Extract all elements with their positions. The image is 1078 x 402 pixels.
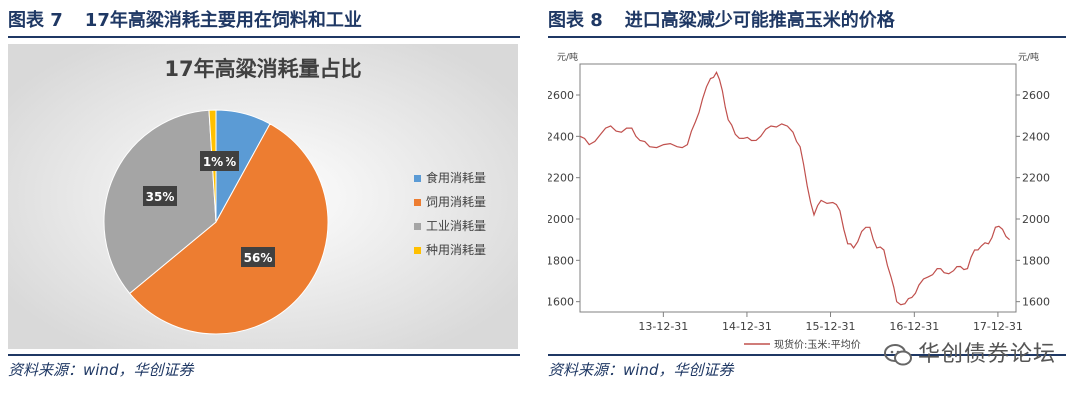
pie-legend-label: 种用消耗量 <box>426 243 486 257</box>
right-axis-unit: 元/吨 <box>1018 51 1039 63</box>
left-figure-label: 图表 7 <box>8 10 63 31</box>
line-chart-svg: 元/吨 元/吨 1600 1600 1800 1800 2000 2000 2200 2200 24… <box>546 51 1050 351</box>
right-y-tick-label: 2000 <box>1022 213 1050 226</box>
pie-data-label-box <box>200 151 226 171</box>
right-figure-title: 图表 8 进口高粱减少可能推高玉米的价格 <box>548 6 1066 38</box>
left-y-tick-label: 1600 <box>548 296 574 309</box>
right-figure-panel: 图表 8 进口高粱减少可能推高玉米的价格 元/吨 元/吨 1600 1600 1800 18… <box>546 0 1078 402</box>
pie-legend-item-3: 工业消耗量 <box>414 219 486 233</box>
left-y-tick-label: 2600 <box>548 89 574 102</box>
pie-data-label-box <box>241 247 275 267</box>
right-figure-source: 资料来源：wind，华创证券 <box>548 354 1066 386</box>
x-tick-label: 15-12-31 <box>806 320 856 333</box>
pie-legend-swatch <box>414 175 421 182</box>
pie-legend-item-2: 饲用消耗量 <box>414 195 486 209</box>
left-y-tick-label: 1800 <box>548 254 574 267</box>
left-axis-unit: 元/吨 <box>557 51 578 63</box>
series-line-1 <box>579 70 1010 306</box>
pie-data-label-text: 1% <box>203 155 223 169</box>
right-figure-caption: 进口高粱减少可能推高玉米的价格 <box>624 10 895 31</box>
left-figure-title: 图表 7 17年高粱消耗主要用在饲料和工业 <box>8 6 520 38</box>
pie-legend-label: 工业消耗量 <box>426 219 486 233</box>
x-tick-label: 17-12-31 <box>973 320 1023 333</box>
pie-chart-title: 17年高粱消耗量占比 <box>164 57 361 81</box>
right-y-tick-label: 2400 <box>1022 130 1050 143</box>
pie-legend-swatch <box>414 247 421 254</box>
line-chart-legend: 现货价:玉米:平均价 <box>744 338 861 351</box>
pie-legend-label: 饲用消耗量 <box>426 195 486 209</box>
pie-data-label-3: 35% <box>143 186 177 206</box>
left-y-tick-label: 2400 <box>548 130 574 143</box>
x-tick-label: 16-12-31 <box>889 320 939 333</box>
line-chart-series <box>579 70 1010 306</box>
pie-data-label-text: 35% <box>146 190 175 204</box>
left-y-tick-label: 2200 <box>548 172 574 185</box>
pie-chart-container: 17年高粱消耗量占比 8%56%35%1% 食用消耗量饲用消耗量工业消耗量种用消… <box>8 44 518 349</box>
left-figure-caption: 17年高粱消耗主要用在饲料和工业 <box>84 10 362 31</box>
pie-legend-item-4: 种用消耗量 <box>414 243 486 257</box>
pie-slices <box>103 109 329 335</box>
watermark: 华创债券论坛 <box>883 338 1056 372</box>
left-y-tick-label: 2000 <box>548 213 574 226</box>
right-y-tick-label: 2200 <box>1022 172 1050 185</box>
pie-data-labels: 8%56%35%1% <box>143 151 275 267</box>
wechat-icon <box>883 344 912 366</box>
pie-data-label-box <box>143 186 177 206</box>
right-y-tick-label: 1800 <box>1022 254 1050 267</box>
pie-legend-swatch <box>414 199 421 206</box>
x-tick-label: 14-12-31 <box>722 320 772 333</box>
pie-chart-svg: 17年高粱消耗量占比 8%56%35%1% 食用消耗量饲用消耗量工业消耗量种用消… <box>8 44 518 349</box>
pie-data-label-4: 1% <box>200 151 226 171</box>
x-tick-label: 13-12-31 <box>638 320 688 333</box>
plot-area-frame <box>579 63 1017 313</box>
pie-slice-2 <box>128 123 329 335</box>
right-y-tick-label: 1600 <box>1022 296 1050 309</box>
line-chart-axes: 元/吨 元/吨 1600 1600 1800 1800 2000 2000 2200 2200 24… <box>546 51 1050 333</box>
pie-legend-swatch <box>414 223 421 230</box>
line-chart-container: 元/吨 元/吨 1600 1600 1800 1800 2000 2000 2200 2200 24… <box>546 44 1066 351</box>
pie-legend-item-1: 食用消耗量 <box>414 170 486 185</box>
right-y-tick-label: 2600 <box>1022 89 1050 102</box>
watermark-text: 华创债券论坛 <box>917 342 1056 367</box>
right-figure-label: 图表 8 <box>548 10 603 31</box>
pie-data-label-2: 56% <box>241 247 275 267</box>
left-figure-source: 资料来源：wind，华创证券 <box>8 354 520 386</box>
pie-legend-label: 食用消耗量 <box>426 170 486 185</box>
pie-data-label-text: 56% <box>244 251 273 265</box>
legend-label: 现货价:玉米:平均价 <box>774 338 861 351</box>
